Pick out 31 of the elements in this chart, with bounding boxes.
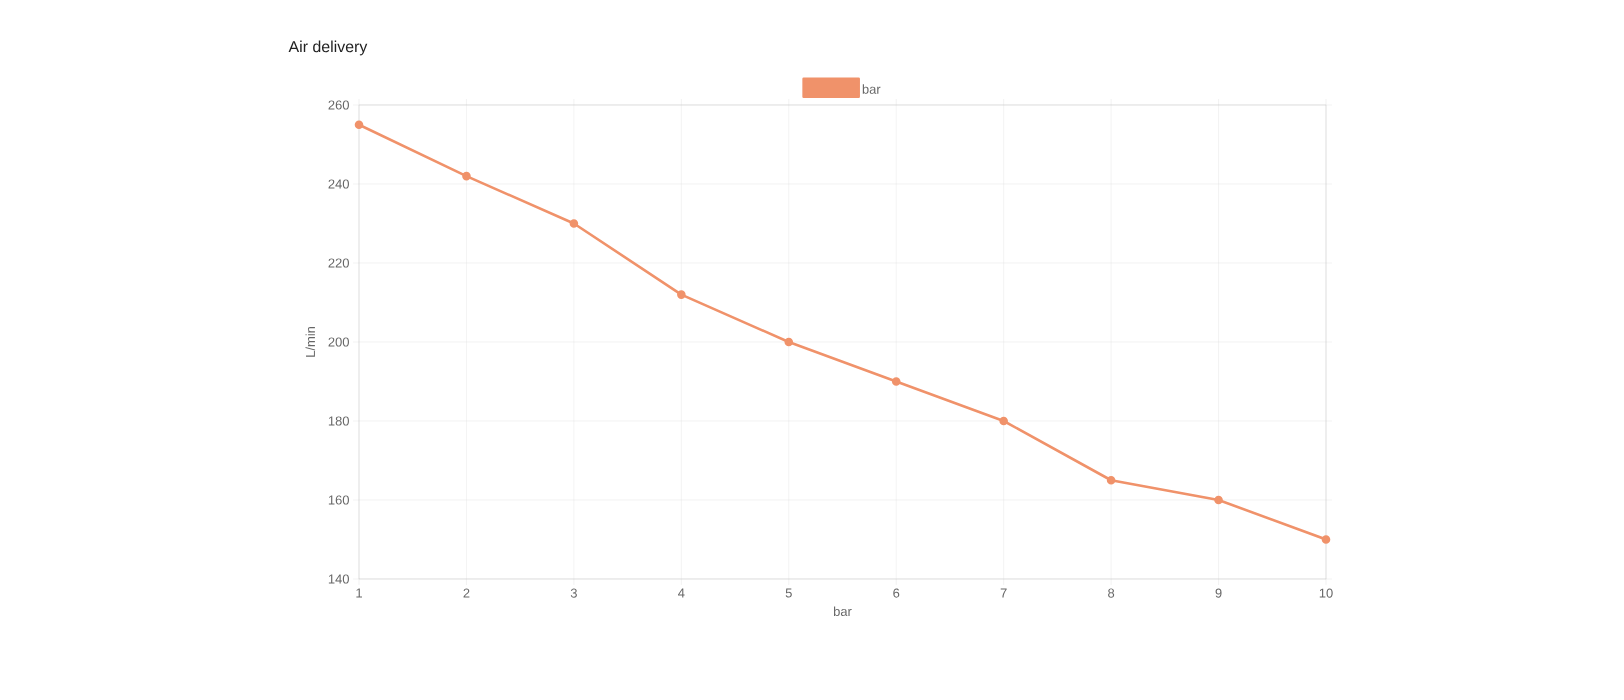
point xyxy=(462,171,471,181)
x-tick-label: 2 xyxy=(463,588,470,598)
x-tick-label: 1 xyxy=(356,588,362,598)
point xyxy=(1321,535,1331,544)
x-axis-title: bar xyxy=(833,606,852,617)
y-tick-label: 260 xyxy=(328,100,349,110)
point xyxy=(1214,495,1223,505)
y-tick-label: 240 xyxy=(328,179,349,189)
y-tick-label: 200 xyxy=(328,337,349,347)
x-tick-label: 9 xyxy=(1215,588,1222,598)
x-tick-label: 4 xyxy=(678,588,685,598)
x-tick-label: 8 xyxy=(1108,588,1115,598)
y-tick-label: 160 xyxy=(328,495,349,505)
point xyxy=(1106,475,1116,485)
chart-title: Air delivery xyxy=(288,40,368,56)
y-tick-label: 220 xyxy=(328,258,349,268)
x-tick-label: 3 xyxy=(570,588,577,598)
point xyxy=(891,377,901,386)
point xyxy=(999,416,1008,426)
x-tick-label: 5 xyxy=(785,588,792,598)
point xyxy=(354,120,364,130)
point xyxy=(677,290,686,299)
y-tick-label: 140 xyxy=(328,574,349,584)
x-tick-label: 7 xyxy=(1000,588,1007,598)
point xyxy=(569,219,579,228)
legend-label: bar xyxy=(862,84,881,94)
x-tick-label: 6 xyxy=(893,588,900,598)
x-tick-label: 10 xyxy=(1319,588,1333,598)
point xyxy=(784,337,794,347)
y-tick-label: 180 xyxy=(328,416,349,426)
y-axis-title: L/min xyxy=(305,327,316,357)
